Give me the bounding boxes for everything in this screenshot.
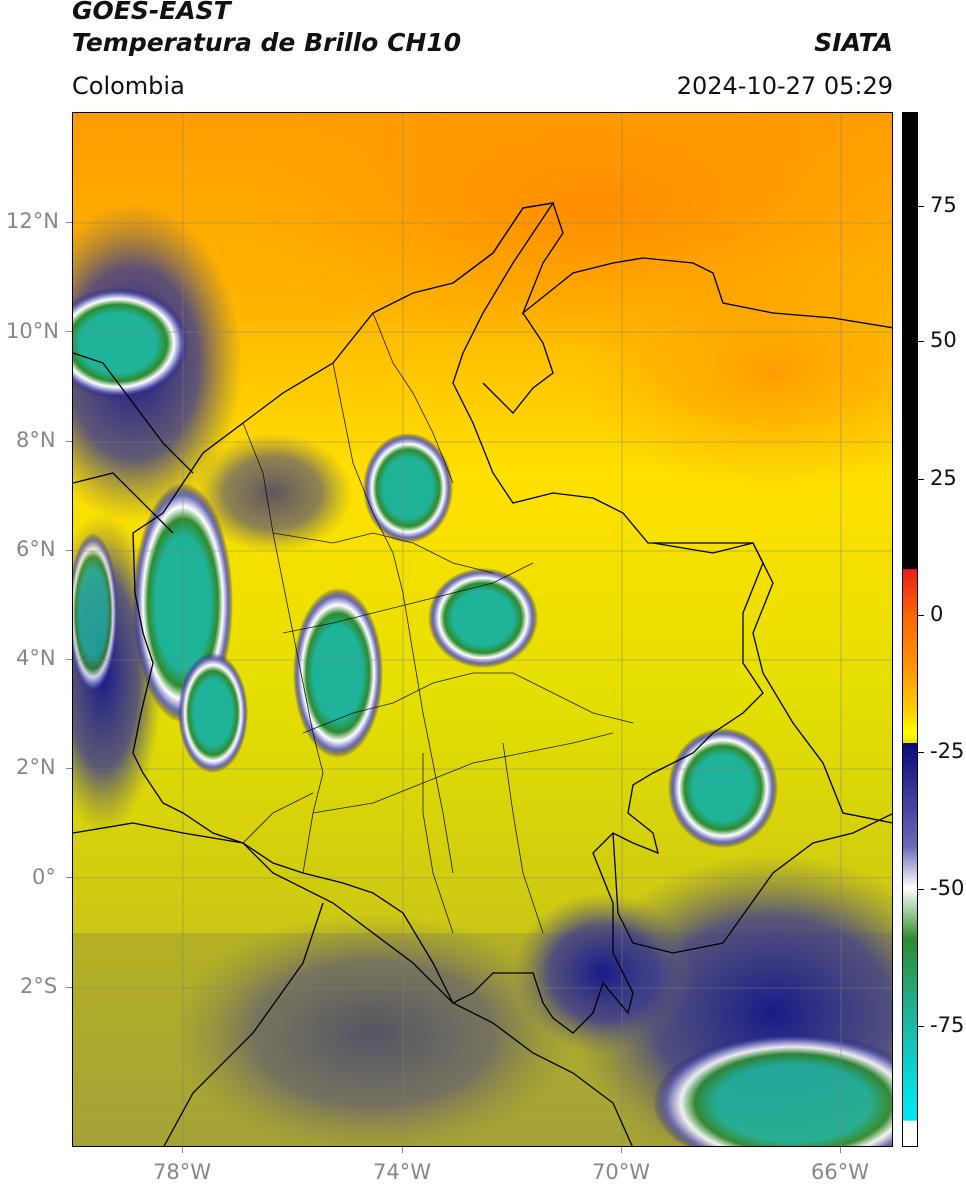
lon-tick [621,1147,622,1153]
satellite-map [72,112,893,1147]
lon-tick [182,1147,183,1153]
colorbar-tickmark [918,479,924,480]
colorbar-tick-75: 75 [930,193,957,217]
colorbar-tick-0: 0 [930,602,944,626]
colorbar-tickmark [918,615,924,616]
lat-tick [66,222,72,223]
product-title: Temperatura de Brillo CH10 [72,28,462,57]
lat-label-4n: 4°N [16,646,56,670]
lon-label-70w: 70°W [592,1160,650,1184]
lat-label-2n: 2°N [16,755,56,779]
lat-tick [66,550,72,551]
lat-label-0: 0° [32,865,56,889]
lat-tick [66,441,72,442]
lon-label-78w: 78°W [153,1160,211,1184]
colorbar-tick-25: 25 [930,466,957,490]
colorbar-tickmark [918,1026,924,1027]
lat-label-2s: 2°S [20,974,58,998]
colorbar-tick-minus25: -25 [930,739,965,763]
lon-label-74w: 74°W [373,1160,431,1184]
datetime-label: 2024-10-27 05:29 [676,72,893,100]
satellite-title: GOES-EAST [72,0,231,25]
lon-tick [840,1147,841,1153]
lon-tick [402,1147,403,1153]
region-label: Colombia [72,72,185,100]
colorbar-tick-50: 50 [930,328,957,352]
lat-label-10n: 10°N [6,319,59,343]
colorbar-tickmark [918,341,924,342]
lat-label-8n: 8°N [16,428,56,452]
lat-tick [66,987,72,988]
colorbar [902,112,918,1147]
lon-label-66w: 66°W [811,1160,869,1184]
lat-tick [66,877,72,878]
colorbar-tickmark [918,752,924,753]
lat-tick [66,768,72,769]
lat-label-6n: 6°N [16,537,56,561]
lat-tick [66,331,72,332]
org-label: SIATA [814,28,893,57]
lat-tick [66,659,72,660]
colorbar-tick-minus75: -75 [930,1013,965,1037]
lat-label-12n: 12°N [6,209,59,233]
colorbar-tick-minus50: -50 [930,876,965,900]
colorbar-tickmark [918,889,924,890]
colorbar-tickmark [918,206,924,207]
